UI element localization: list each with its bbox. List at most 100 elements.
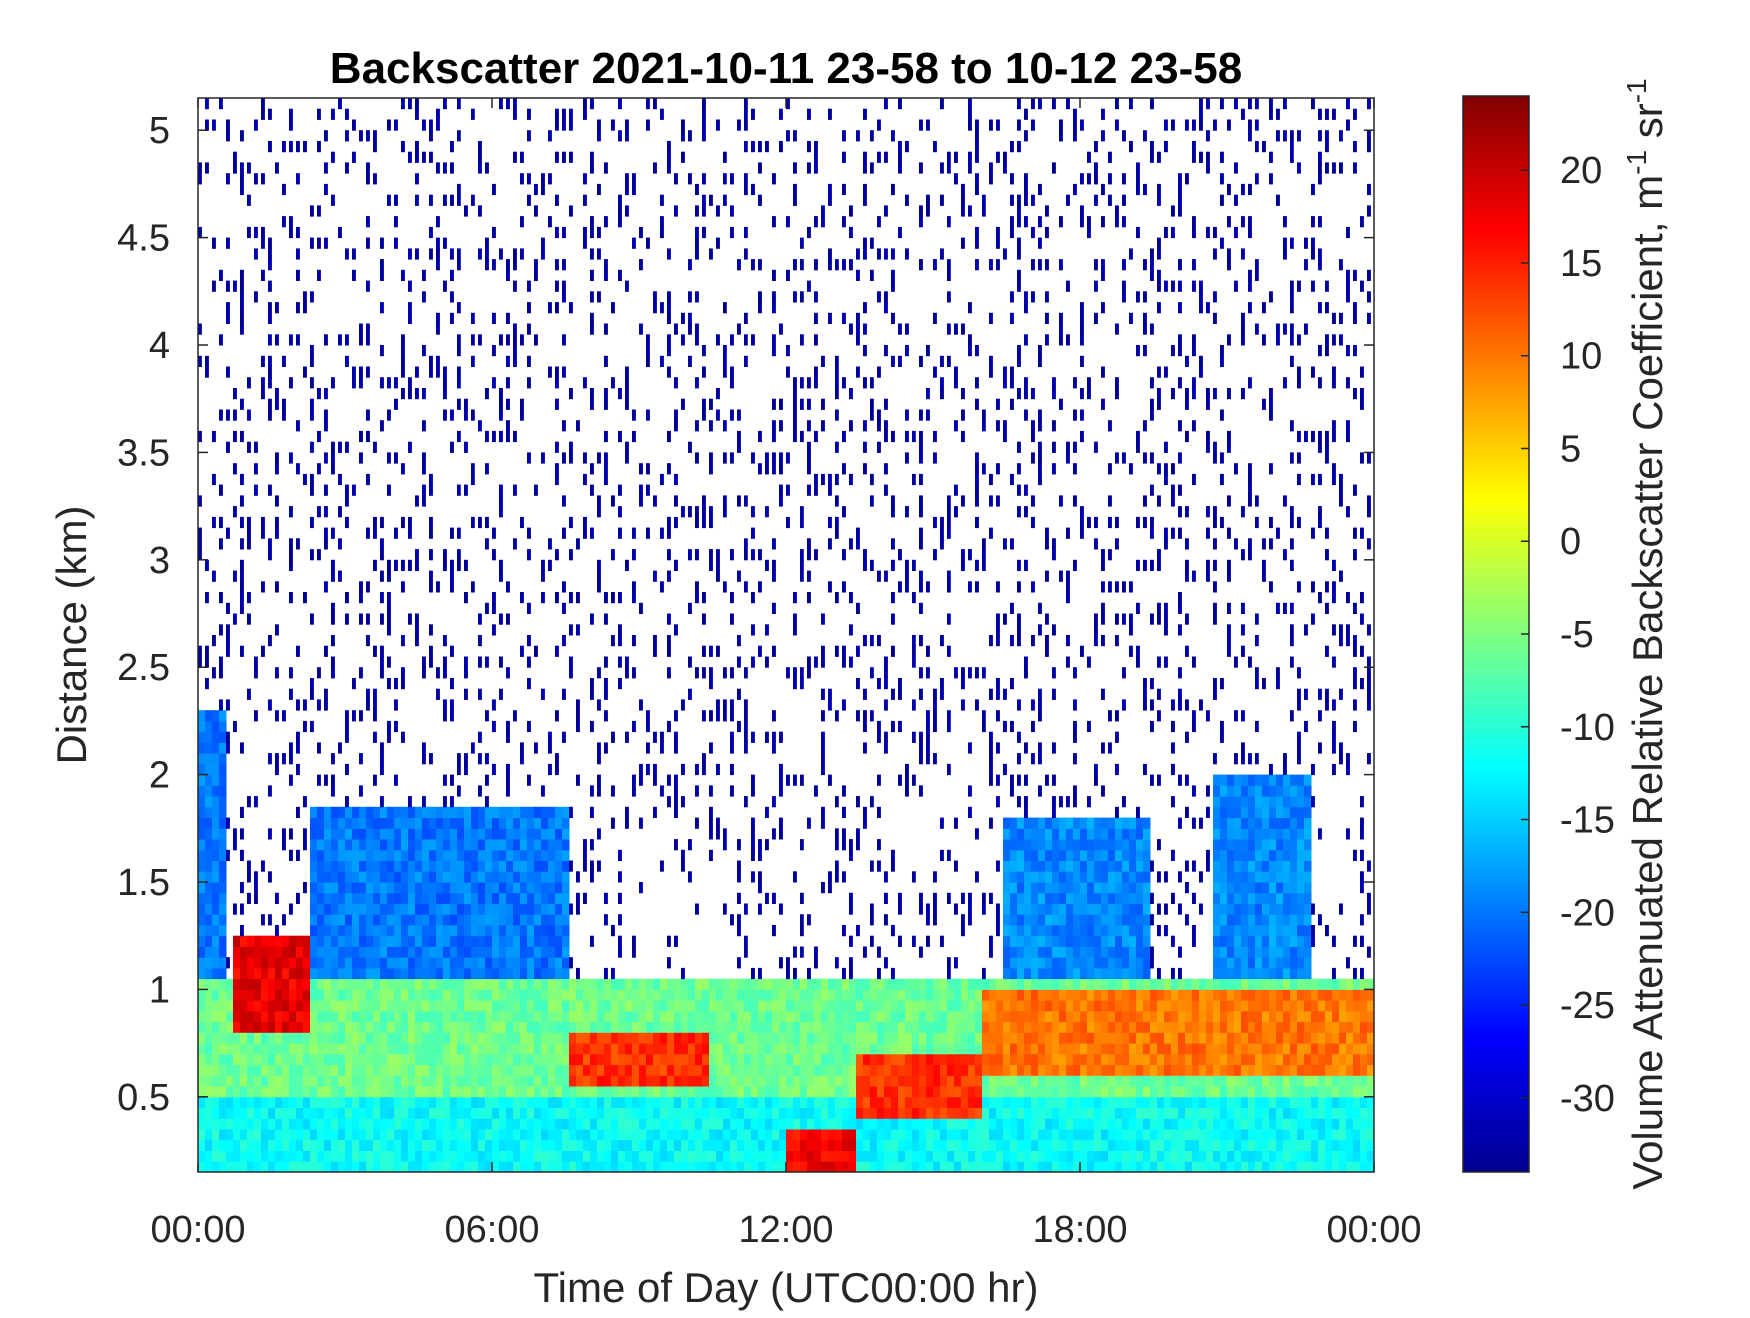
heatmap-cell — [457, 259, 461, 271]
heatmap-cell — [212, 828, 220, 840]
heatmap-cell — [877, 441, 881, 453]
heatmap-cell — [331, 1000, 339, 1012]
heatmap-cell — [548, 173, 552, 185]
heatmap-cell — [282, 935, 290, 947]
heatmap-cell — [1017, 237, 1021, 249]
heatmap-cell — [891, 312, 895, 324]
heatmap-cell — [233, 839, 237, 851]
heatmap-cell — [758, 1107, 766, 1119]
heatmap-cell — [289, 957, 297, 969]
heatmap-cell — [247, 1129, 255, 1141]
heatmap-cell — [415, 849, 423, 861]
heatmap-cell — [604, 216, 608, 228]
heatmap-cell — [541, 871, 549, 883]
heatmap-cell — [905, 978, 913, 990]
heatmap-cell — [730, 377, 734, 389]
heatmap-cell — [912, 635, 916, 647]
heatmap-cell — [226, 173, 230, 185]
heatmap-cell — [807, 592, 811, 604]
heatmap-cell — [926, 731, 930, 743]
heatmap-cell — [555, 280, 559, 292]
heatmap-cell — [534, 269, 538, 281]
heatmap-cell — [506, 312, 510, 324]
heatmap-cell — [471, 914, 479, 926]
heatmap-cell — [1031, 882, 1039, 894]
heatmap-cell — [338, 839, 346, 851]
heatmap-cell — [639, 1096, 647, 1108]
heatmap-cell — [667, 366, 671, 378]
heatmap-cell — [744, 935, 748, 947]
heatmap-cell — [212, 667, 216, 679]
heatmap-cell — [345, 516, 349, 529]
heatmap-cell — [506, 1021, 514, 1033]
heatmap-cell — [786, 1139, 794, 1151]
heatmap-cell — [303, 828, 307, 840]
heatmap-cell — [562, 1150, 570, 1162]
heatmap-cell — [597, 559, 601, 571]
heatmap-cell — [940, 1021, 948, 1033]
heatmap-cell — [688, 871, 692, 883]
heatmap-cell — [408, 892, 416, 904]
heatmap-cell — [667, 1053, 675, 1066]
heatmap-cell — [1017, 935, 1025, 947]
heatmap-cell — [492, 763, 496, 776]
heatmap-cell — [926, 989, 934, 1001]
heatmap-cell — [576, 1032, 584, 1044]
heatmap-cell — [1010, 1000, 1018, 1012]
heatmap-cell — [856, 538, 860, 550]
heatmap-cell — [296, 248, 300, 260]
heatmap-cell — [289, 1118, 297, 1130]
heatmap-cell — [303, 1010, 311, 1023]
heatmap-cell — [716, 1043, 724, 1055]
heatmap-cell — [744, 720, 748, 733]
heatmap-cell — [856, 1021, 864, 1033]
heatmap-cell — [926, 1086, 934, 1098]
heatmap-cell — [520, 828, 528, 840]
heatmap-cell — [1003, 978, 1011, 990]
heatmap-cell — [814, 549, 818, 561]
heatmap-cell — [562, 1161, 570, 1172]
heatmap-cell — [499, 935, 507, 947]
heatmap-cell — [1017, 1086, 1025, 1098]
heatmap-cell — [317, 1129, 325, 1141]
heatmap-cell — [667, 796, 671, 808]
heatmap-cell — [352, 1096, 360, 1108]
heatmap-cell — [429, 119, 433, 131]
heatmap-cell — [870, 495, 874, 507]
heatmap-cell — [219, 925, 227, 937]
heatmap-cell — [429, 882, 437, 894]
heatmap-cell — [849, 1021, 857, 1033]
heatmap-cell — [569, 1129, 577, 1141]
heatmap-cell — [268, 259, 272, 271]
heatmap-cell — [793, 291, 797, 303]
heatmap-cell — [338, 1139, 346, 1151]
heatmap-cell — [268, 538, 272, 550]
heatmap-cell — [205, 162, 209, 174]
heatmap-cell — [450, 860, 458, 872]
heatmap-cell — [751, 1021, 759, 1033]
heatmap-cell — [863, 1053, 871, 1066]
heatmap-cell — [429, 570, 433, 582]
heatmap-cell — [282, 967, 290, 980]
heatmap-cell — [485, 935, 493, 947]
heatmap-cell — [863, 420, 867, 432]
heatmap-cell — [198, 549, 202, 561]
heatmap-cell — [394, 989, 402, 1001]
heatmap-cell — [233, 1129, 241, 1141]
heatmap-cell — [618, 1118, 626, 1130]
heatmap-cell — [310, 516, 314, 529]
heatmap-cell — [345, 1096, 353, 1108]
heatmap-cell — [205, 978, 213, 990]
heatmap-cell — [1017, 141, 1021, 153]
heatmap-cell — [954, 151, 958, 163]
heatmap-cell — [247, 409, 251, 421]
heatmap-cell — [541, 1064, 549, 1076]
heatmap-cell — [604, 1107, 612, 1119]
heatmap-cell — [625, 366, 629, 378]
heatmap-cell — [688, 688, 692, 700]
heatmap-cell — [345, 860, 353, 872]
heatmap-cell — [863, 742, 867, 754]
heatmap-cell — [1003, 248, 1007, 260]
heatmap-cell — [989, 635, 993, 647]
heatmap-cell — [1024, 967, 1032, 980]
